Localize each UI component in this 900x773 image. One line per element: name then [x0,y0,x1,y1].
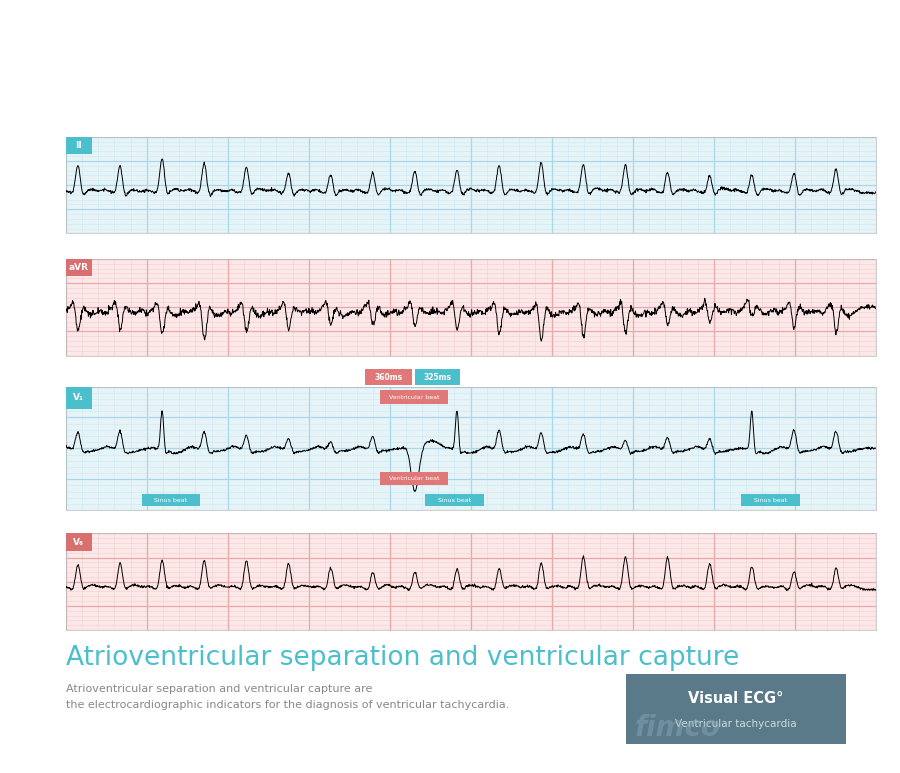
Bar [415,369,460,385]
Text: Atrioventricular separation and ventricular capture are
the electrocardiographic: Atrioventricular separation and ventricu… [66,684,509,710]
Text: Sinus beat: Sinus beat [438,498,471,502]
Bar [425,494,484,506]
Bar [381,390,448,404]
Text: fimco: fimco [634,714,721,742]
Text: Ventricular beat: Ventricular beat [389,476,439,481]
Text: Ventricular beat: Ventricular beat [389,395,439,400]
Text: Visual ECG°: Visual ECG° [688,691,783,706]
Text: 360ms: 360ms [374,373,403,382]
Text: II: II [76,141,82,150]
Bar [66,137,92,155]
Bar [365,369,412,385]
Text: Sinus beat: Sinus beat [155,498,187,502]
Bar [66,259,92,276]
Bar [742,494,799,506]
Text: Ventricular tachycardia: Ventricular tachycardia [675,719,796,729]
Bar [381,472,448,485]
Bar [142,494,200,506]
Bar [66,533,92,550]
Text: aVR: aVR [68,263,89,272]
Text: Sinus beat: Sinus beat [754,498,787,502]
Text: 325ms: 325ms [423,373,452,382]
Text: Atrioventricular separation and ventricular capture: Atrioventricular separation and ventricu… [66,645,739,672]
Text: V₆: V₆ [73,537,85,547]
Text: V₁: V₁ [73,393,84,402]
Bar [66,386,92,409]
